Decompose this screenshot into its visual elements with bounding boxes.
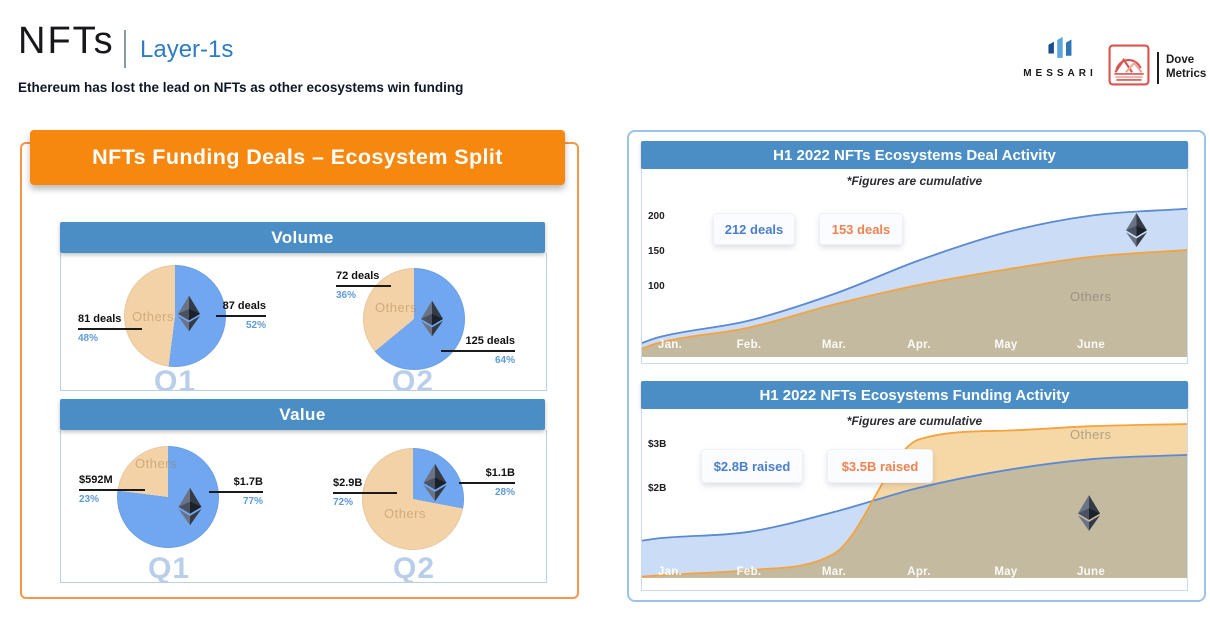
deal-activity-chart: *Figures are cumulative 212 deals 153 de… <box>641 169 1188 364</box>
messari-logo: MESSARI <box>1014 36 1106 79</box>
dove-metrics-logo: Dove Metrics <box>1108 44 1206 91</box>
pie-caption: Q1 <box>153 365 197 391</box>
label-line <box>79 489 145 491</box>
section-body-volume: Others Q1 81 deals 48% 87 deals 52% Othe… <box>60 253 547 391</box>
x-axis-label: Mar. <box>821 339 847 351</box>
pie-label-others: 72 deals 36% <box>336 270 391 301</box>
x-axis-label: Jan. <box>657 339 683 351</box>
pie-label-others: $2.9B 72% <box>333 477 397 508</box>
pie-volume-q2: Others <box>363 268 465 370</box>
label-line <box>336 285 391 287</box>
pie-caption: Q2 <box>391 365 435 391</box>
label-line <box>78 328 142 330</box>
x-axis-label: Mar. <box>821 566 847 578</box>
ethereum-icon <box>1126 213 1147 252</box>
ethereum-icon <box>1078 495 1100 536</box>
x-axis-label: Apr. <box>907 566 931 578</box>
pie-others-label: Others <box>375 300 418 315</box>
dove-logo-divider <box>1157 51 1159 84</box>
title-divider <box>124 30 126 68</box>
pie-others-label: Others <box>135 456 178 471</box>
x-axis-label: June <box>1076 566 1106 578</box>
messari-wordmark: MESSARI <box>1023 68 1097 79</box>
x-axis-label: Feb. <box>736 566 762 578</box>
chart-note: *Figures are cumulative <box>846 174 983 188</box>
others-raised-badge: $3.5B raised <box>827 449 933 483</box>
y-axis-label: 200 <box>648 211 665 222</box>
pie-others-label: Others <box>384 506 427 521</box>
x-axis-label: May <box>994 566 1018 578</box>
y-axis-label: 100 <box>648 281 665 292</box>
funding-activity-title: H1 2022 NFTs Ecosystems Funding Activity <box>641 381 1188 409</box>
deal-activity-card: H1 2022 NFTs Ecosystems Deal Activity *F… <box>641 141 1188 364</box>
pie-others-label: Others <box>132 309 175 324</box>
left-panel-title: NFTs Funding Deals – Ecosystem Split <box>30 130 565 185</box>
y-axis-label: 150 <box>648 246 665 257</box>
page-title: NFTs <box>18 20 115 62</box>
pie-value-q2: Others <box>362 448 464 550</box>
funding-activity-area-chart <box>642 423 1187 578</box>
funding-activity-chart: *Figures are cumulative $2.8B raised $3.… <box>641 409 1188 591</box>
pie-label-ethereum: $1.7B 77% <box>209 476 263 507</box>
ethereum-deals-badge: 212 deals <box>713 213 795 245</box>
pie-label-ethereum: 125 deals 64% <box>441 335 515 366</box>
messari-icon <box>1047 36 1074 63</box>
pie-label-ethereum: $1.1B 28% <box>459 467 515 498</box>
x-axis-label: Apr. <box>907 339 931 351</box>
dove-wordmark-line1: Dove <box>1166 54 1195 67</box>
pie-label-others: $592M 23% <box>79 474 145 505</box>
label-line <box>459 482 515 484</box>
y-axis-label: $2B <box>648 483 667 494</box>
ethereum-icon <box>178 295 201 337</box>
page-subtitle: Ethereum has lost the lead on NFTs as ot… <box>18 80 464 95</box>
right-panel-frame <box>627 130 1206 602</box>
label-line <box>216 315 266 317</box>
x-axis-label: Feb. <box>736 339 762 351</box>
x-axis-label: June <box>1076 339 1106 351</box>
x-axis-label: May <box>994 339 1018 351</box>
page-subtitle-tag: Layer-1s <box>140 36 234 63</box>
section-header-value: Value <box>60 399 545 430</box>
others-series-label: Others <box>1070 289 1112 304</box>
deal-activity-title: H1 2022 NFTs Ecosystems Deal Activity <box>641 141 1188 169</box>
pie-caption: Q2 <box>392 552 436 583</box>
y-axis-label: $3B <box>648 439 667 450</box>
ethereum-raised-badge: $2.8B raised <box>701 449 803 483</box>
funding-activity-card: H1 2022 NFTs Ecosystems Funding Activity… <box>641 381 1188 591</box>
section-header-volume: Volume <box>60 222 545 253</box>
ethereum-icon <box>423 463 447 506</box>
label-line <box>333 492 397 494</box>
chart-note: *Figures are cumulative <box>846 414 983 428</box>
pie-volume-q1: Others <box>124 265 226 367</box>
dove-metrics-icon <box>1108 44 1150 91</box>
others-series-label: Others <box>1070 427 1112 442</box>
label-line <box>209 491 263 493</box>
others-deals-badge: 153 deals <box>819 213 903 245</box>
label-line <box>441 350 515 352</box>
pie-label-others: 81 deals 48% <box>78 313 142 344</box>
ethereum-icon <box>178 488 202 531</box>
dove-wordmark-line2: Metrics <box>1166 67 1207 80</box>
section-body-value: Others Q1 $592M 23% $1.7B 77% Others Q2 … <box>60 430 547 583</box>
deal-activity-area-chart <box>642 207 1187 357</box>
pie-label-ethereum: 87 deals 52% <box>216 300 266 331</box>
x-axis-label: Jan. <box>657 566 683 578</box>
pie-value-q1: Others <box>117 446 219 548</box>
ethereum-icon <box>421 300 444 342</box>
pie-caption: Q1 <box>147 552 191 583</box>
